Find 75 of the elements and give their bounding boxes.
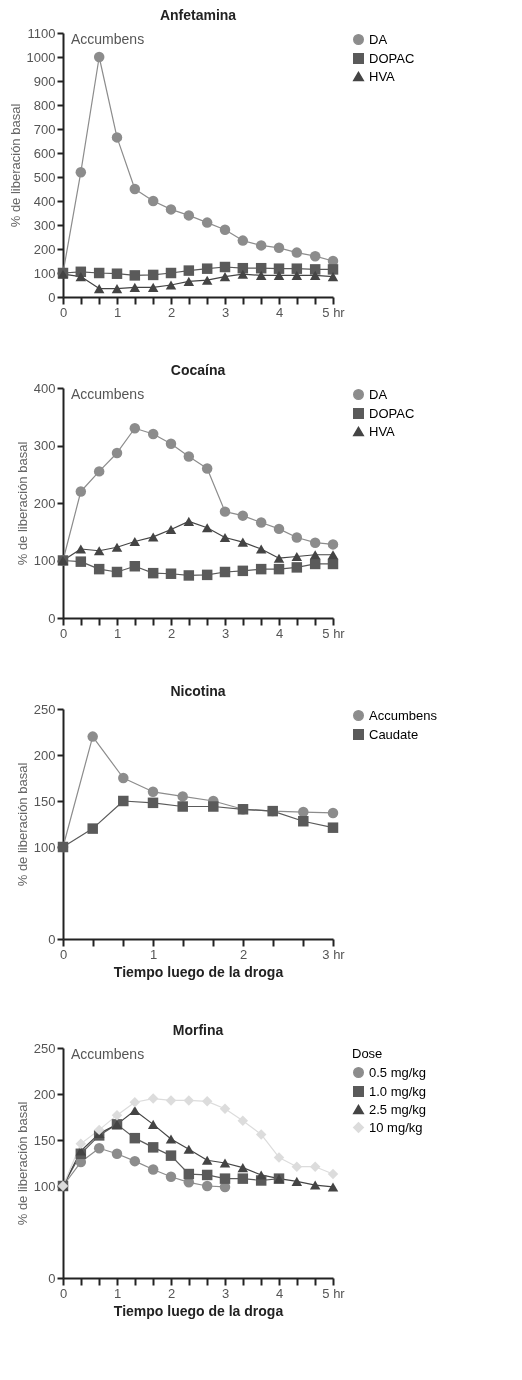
x-tick-label: 0 (59, 625, 68, 641)
x-tick-label: 2 (167, 1285, 176, 1301)
legend-label: 2.5 mg/kg (369, 1101, 427, 1117)
y-tick-label: 200 (33, 1086, 56, 1102)
y-tick-label: 200 (33, 747, 56, 763)
y-tick-label: 200 (33, 241, 56, 257)
x-tick-label: 3 (221, 304, 230, 320)
legend-title: Dose (352, 1046, 383, 1061)
y-tick-label: 100 (33, 553, 56, 568)
y-axis-title: % de liberación basal (7, 103, 23, 228)
y-tick-label: 0 (48, 610, 56, 626)
annotation: Accumbens (71, 31, 145, 47)
legend-label: DOPAC (369, 405, 415, 421)
y-axis-title: % de liberación basal (14, 1101, 30, 1226)
y-tick-label: 300 (33, 438, 56, 453)
x-tick-label: 4 (275, 304, 284, 320)
y-tick-label: 700 (33, 121, 56, 137)
legend-label: Caudate (369, 726, 419, 742)
x-tick-label: 0 (59, 1285, 68, 1301)
legend-label: HVA (369, 68, 396, 84)
annotation: Accumbens (71, 386, 145, 402)
x-tick-label: 5 hr (322, 1285, 346, 1301)
legend-label: DA (369, 31, 388, 47)
chart-title: Morfina (172, 1022, 224, 1038)
legend-label: Accumbens (369, 707, 438, 723)
x-tick-label: 5 hr (322, 625, 346, 641)
y-tick-label: 250 (33, 1040, 56, 1056)
legend-label: DA (369, 386, 388, 402)
y-tick-label: 800 (33, 97, 56, 113)
y-tick-label: 1100 (27, 25, 56, 41)
x-tick-label: 4 (275, 625, 284, 641)
x-tick-label: 1 (113, 625, 122, 641)
x-axis-title: Tiempo luego de la droga (113, 963, 284, 980)
legend-label: 0.5 mg/kg (369, 1064, 427, 1080)
chart-title: Nicotina (170, 683, 226, 699)
y-tick-label: 0 (48, 931, 56, 947)
y-tick-label: 900 (33, 73, 56, 89)
x-tick-label: 1 (113, 1285, 122, 1301)
y-tick-label: 0 (48, 1270, 56, 1286)
y-axis-title: % de liberación basal (14, 441, 30, 566)
x-tick-label: 3 (221, 625, 230, 641)
x-tick-label: 3 hr (322, 946, 346, 962)
y-tick-label: 0 (48, 289, 56, 305)
x-tick-label: 2 (167, 625, 176, 641)
legend-label: 1.0 mg/kg (369, 1083, 427, 1099)
y-tick-label: 100 (33, 265, 56, 281)
chart-title: Anfetamina (159, 7, 237, 23)
y-tick-label: 250 (33, 701, 56, 717)
y-tick-label: 400 (33, 193, 56, 209)
x-tick-label: 0 (59, 946, 68, 962)
y-tick-label: 400 (33, 380, 56, 396)
y-tick-label: 300 (33, 217, 56, 233)
y-tick-label: 1000 (26, 49, 56, 65)
x-tick-label: 4 (275, 1285, 284, 1301)
x-tick-label: 1 (113, 304, 122, 320)
x-tick-label: 0 (59, 304, 68, 320)
y-tick-label: 100 (33, 839, 56, 855)
legend-label: DOPAC (369, 50, 415, 66)
x-tick-label: 5 hr (322, 304, 346, 320)
x-tick-label: 2 (239, 946, 248, 962)
annotation: Accumbens (71, 1046, 145, 1062)
x-axis-title: Tiempo luego de la droga (113, 1302, 284, 1319)
x-tick-label: 2 (167, 304, 176, 320)
x-tick-label: 1 (149, 946, 158, 962)
y-tick-label: 600 (33, 145, 56, 161)
y-tick-label: 100 (33, 1178, 56, 1194)
y-tick-label: 150 (33, 1132, 56, 1148)
x-tick-label: 3 (221, 1285, 230, 1301)
y-tick-label: 200 (33, 495, 56, 511)
legend-label: 10 mg/kg (369, 1119, 423, 1135)
legend-label: HVA (369, 423, 396, 439)
chart-title: Cocaína (170, 362, 226, 378)
y-tick-label: 500 (33, 169, 56, 185)
y-tick-label: 150 (33, 793, 56, 809)
y-axis-title: % de liberación basal (14, 762, 30, 887)
